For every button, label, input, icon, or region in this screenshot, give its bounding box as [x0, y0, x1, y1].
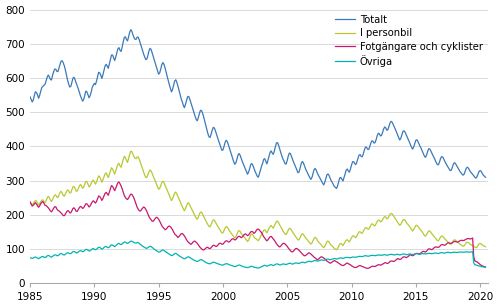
Fotgängare och cyklister — [70, 207, 76, 210]
Totalt — [221, 144, 227, 148]
I personbil — [128, 149, 134, 153]
Line: I personbil: I personbil — [30, 151, 486, 250]
Övriga — [212, 261, 218, 264]
Totalt — [431, 156, 437, 159]
Övriga — [482, 265, 488, 269]
Totalt — [212, 126, 218, 130]
Totalt — [436, 160, 442, 164]
I personbil — [212, 218, 218, 222]
Totalt — [27, 95, 33, 99]
I personbil — [70, 185, 76, 189]
I personbil — [27, 200, 33, 204]
Övriga — [128, 239, 134, 243]
Övriga — [221, 263, 227, 266]
Totalt — [70, 76, 76, 80]
I personbil — [334, 248, 340, 252]
Legend: Totalt, I personbil, Fotgängare och cyklister, Övriga: Totalt, I personbil, Fotgängare och cykl… — [335, 14, 483, 67]
Fotgängare och cyklister — [431, 246, 437, 250]
Övriga — [70, 250, 76, 253]
Line: Övriga: Övriga — [30, 241, 486, 268]
Totalt — [334, 187, 340, 190]
Fotgängare och cyklister — [364, 266, 370, 270]
Övriga — [117, 242, 123, 246]
Övriga — [27, 256, 33, 260]
I personbil — [436, 237, 442, 241]
Övriga — [254, 266, 260, 270]
Övriga — [436, 251, 442, 255]
Fotgängare och cyklister — [436, 245, 442, 249]
Line: Totalt: Totalt — [30, 30, 486, 188]
Fotgängare och cyklister — [212, 244, 218, 247]
Fotgängare och cyklister — [482, 265, 488, 269]
Fotgängare och cyklister — [118, 184, 124, 188]
Line: Fotgängare och cyklister: Fotgängare och cyklister — [30, 182, 486, 268]
Fotgängare och cyklister — [27, 200, 33, 204]
I personbil — [117, 164, 123, 168]
I personbil — [221, 229, 227, 233]
I personbil — [431, 234, 437, 238]
Fotgängare och cyklister — [116, 180, 122, 184]
Totalt — [128, 28, 134, 31]
Totalt — [117, 49, 123, 52]
Fotgängare och cyklister — [221, 241, 227, 245]
Övriga — [431, 251, 437, 255]
I personbil — [482, 245, 488, 249]
Totalt — [482, 176, 488, 179]
